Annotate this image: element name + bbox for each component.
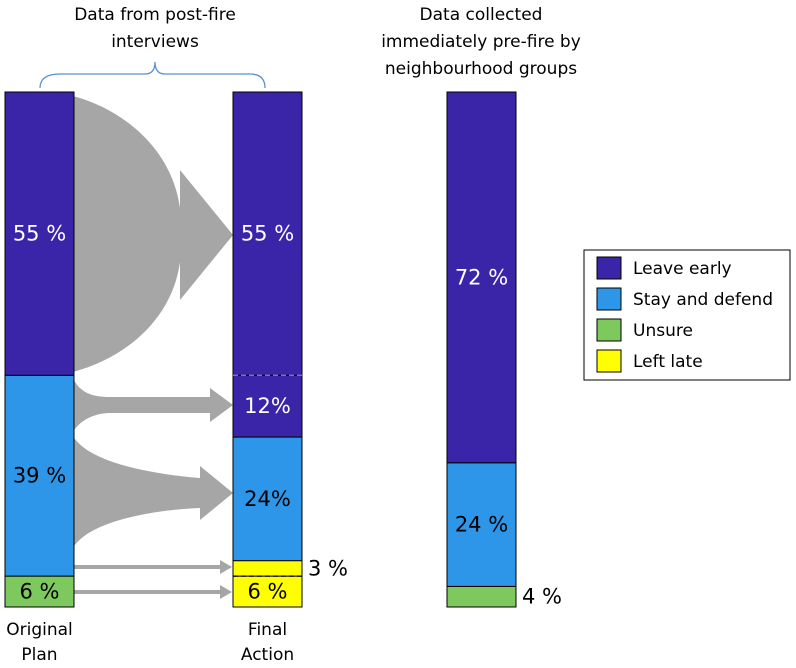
bar-segment: [446, 462, 517, 587]
value-label: 6 %: [248, 580, 288, 604]
bar-segment: [232, 91, 303, 376]
flow-arrow: [73, 436, 233, 548]
value-label: 24 %: [455, 513, 508, 537]
legend-swatch: [596, 318, 622, 342]
bar-segment: [232, 560, 303, 577]
header: Data collected immediately pre-fire by nei…: [381, 5, 581, 79]
flow-arrow: [73, 96, 233, 372]
bar-segment: [232, 436, 303, 562]
legend: Leave early Stay and defend Unsure Left lat…: [583, 249, 791, 381]
value-label: 4 %: [522, 585, 562, 609]
header: Data from post-fire interviews: [74, 5, 236, 52]
flow-arrow: [73, 560, 232, 574]
flow-arrow: [73, 585, 232, 599]
brace: [39, 61, 266, 89]
value-label: 6 %: [20, 580, 60, 604]
flow-arrow: [73, 378, 233, 432]
legend-swatch: [596, 256, 622, 280]
legend-swatch: [596, 287, 622, 311]
value-label: 72 %: [455, 265, 508, 289]
bar-segment: [4, 575, 75, 608]
category-label: Original Plan: [6, 620, 73, 665]
value-label: 55 %: [241, 222, 294, 246]
value-label: 39 %: [13, 464, 66, 488]
category-label: Final Action: [241, 620, 294, 665]
flow-arrows: [73, 96, 233, 599]
bar-segment: [232, 575, 303, 608]
legend-label: Leave early: [633, 259, 732, 279]
value-label: 24%: [244, 487, 291, 511]
bar-segment: [446, 585, 517, 608]
legend-label: Unsure: [633, 321, 693, 341]
legend-swatch: [596, 349, 622, 373]
legend-label: Stay and defend: [633, 290, 773, 310]
value-label: 55 %: [13, 222, 66, 246]
value-label: 3 %: [308, 556, 348, 580]
bar-segment: [232, 374, 303, 438]
legend-label: Left late: [633, 352, 703, 372]
bar-segment: [446, 91, 517, 464]
value-label: 12%: [244, 394, 291, 418]
bar-segment: [4, 91, 75, 376]
